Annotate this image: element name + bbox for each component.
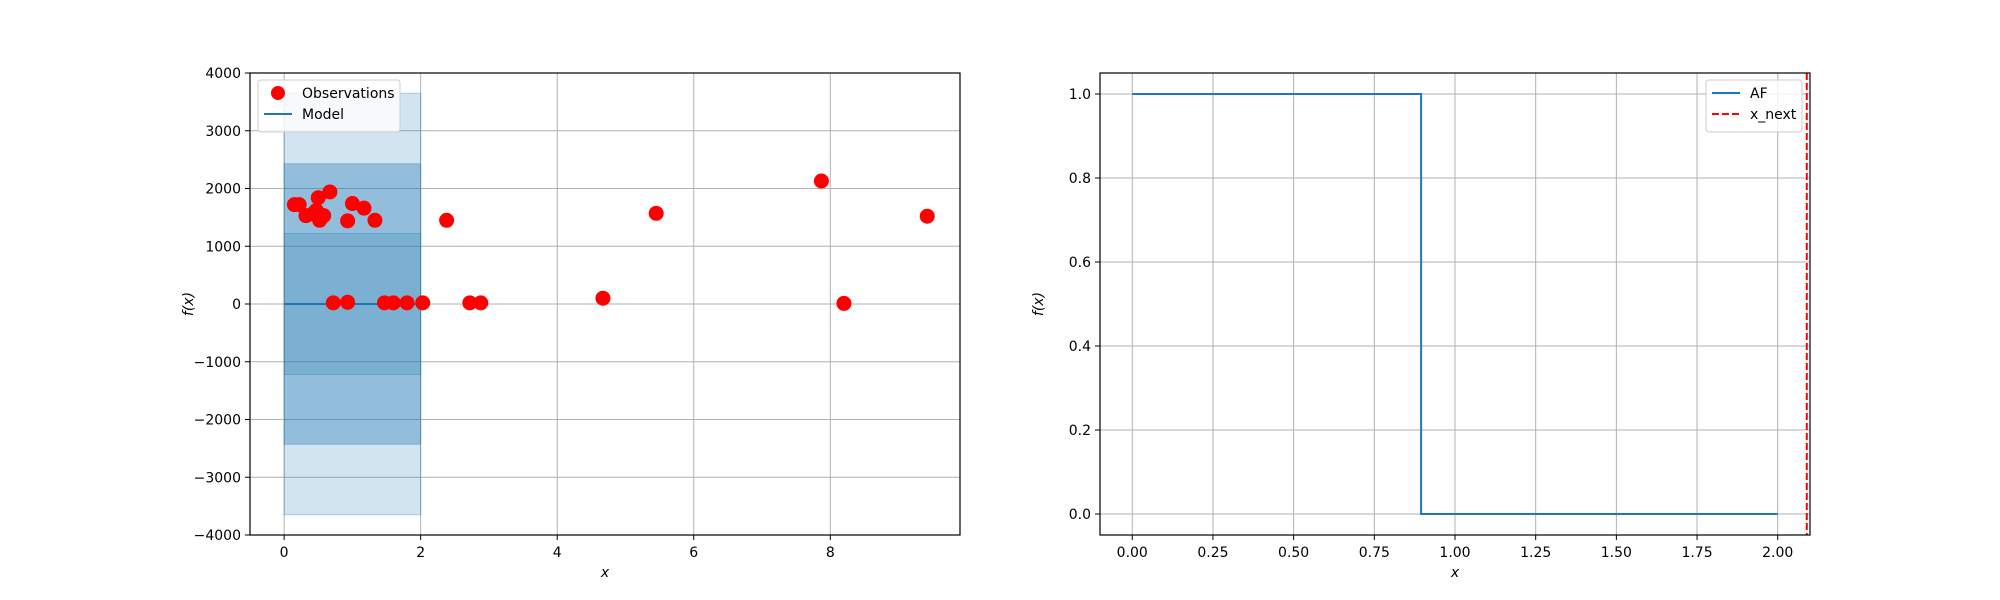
observation-point (813, 173, 829, 189)
left-plot: 0 2 4 6 8 −4000 −3000 −2000 −1000 0 1000 2000 3000 4… (181, 66, 961, 581)
left-y-axis-label: f(x) (181, 292, 197, 316)
x-tick-label: 1.75 (1681, 545, 1712, 561)
right-plot: 0.00 0.25 0.50 0.75 1.00 1.25 1.50 1.75 2.00 0.0… (1031, 72, 1811, 581)
y-tick-label: 1.0 (1069, 87, 1091, 103)
x-tick-label: 2 (416, 545, 425, 561)
observation-point (836, 295, 852, 311)
y-tick-label: 0.2 (1069, 423, 1091, 439)
x-tick-label: 0.75 (1359, 545, 1390, 561)
right-x-ticks: 0.00 0.25 0.50 0.75 1.00 1.25 1.50 1.75 2.00 (1117, 535, 1793, 561)
x-tick-label: 0 (280, 545, 289, 561)
observation-point (399, 295, 415, 311)
y-tick-label: −4000 (194, 528, 241, 544)
right-y-ticks: 0.0 0.2 0.4 0.6 0.8 1.0 (1069, 87, 1100, 523)
left-x-axis-label: x (600, 565, 610, 581)
observation-point (344, 196, 360, 212)
left-legend-box (257, 79, 401, 133)
x-tick-label: 2.00 (1762, 545, 1793, 561)
observation-point (367, 212, 383, 228)
x-tick-label: 0.25 (1197, 545, 1228, 561)
observation-point (385, 295, 401, 311)
y-tick-label: 3000 (205, 124, 241, 140)
observation-point (595, 290, 611, 306)
left-observation-points (286, 173, 935, 311)
observation-point (291, 197, 307, 213)
observation-point (316, 208, 332, 224)
right-x-axis-label: x (1450, 565, 1460, 581)
x-tick-label: 1.00 (1439, 545, 1470, 561)
af-line (1132, 93, 1778, 515)
observation-point (322, 184, 338, 200)
y-tick-label: 4000 (205, 66, 241, 82)
observation-point (325, 295, 341, 311)
observation-point (919, 208, 935, 224)
legend-model-label: Model (302, 107, 344, 123)
x-tick-label: 0.50 (1278, 545, 1309, 561)
right-y-axis-label: f(x) (1031, 292, 1047, 316)
observation-point (648, 205, 664, 221)
y-tick-label: 0 (232, 297, 241, 313)
y-tick-label: 0.6 (1069, 255, 1091, 271)
legend-af-label: AF (1750, 86, 1768, 102)
legend-observations-marker (271, 86, 285, 100)
left-y-ticks: −4000 −3000 −2000 −1000 0 1000 2000 3000 4000 (194, 66, 250, 544)
x-tick-label: 6 (689, 545, 698, 561)
legend-x-next-label: x_next (1750, 107, 1797, 123)
observation-point (415, 295, 431, 311)
right-gridlines (1100, 73, 1810, 535)
y-tick-label: 1000 (205, 239, 241, 255)
right-legend: AF x_next (1705, 79, 1803, 133)
y-tick-label: 0.8 (1069, 171, 1091, 187)
observation-point (310, 190, 326, 206)
y-tick-label: 0.4 (1069, 339, 1091, 355)
observation-point (439, 212, 455, 228)
y-tick-label: 0.0 (1069, 507, 1091, 523)
observation-point (340, 294, 356, 310)
y-tick-label: 2000 (205, 182, 241, 198)
x-tick-label: 1.25 (1520, 545, 1551, 561)
observation-point (340, 213, 356, 229)
x-tick-label: 1.50 (1601, 545, 1632, 561)
legend-observations-label: Observations (302, 86, 395, 102)
x-tick-label: 4 (553, 545, 562, 561)
y-tick-label: −1000 (194, 355, 241, 371)
observation-point (473, 295, 489, 311)
x-tick-label: 0.00 (1117, 545, 1148, 561)
left-legend: Observations Model (257, 79, 401, 133)
y-tick-label: −2000 (194, 413, 241, 429)
x-tick-label: 8 (826, 545, 835, 561)
y-tick-label: −3000 (194, 470, 241, 486)
observation-point (462, 295, 478, 311)
left-x-ticks: 0 2 4 6 8 (280, 535, 835, 561)
observation-point (356, 200, 372, 216)
